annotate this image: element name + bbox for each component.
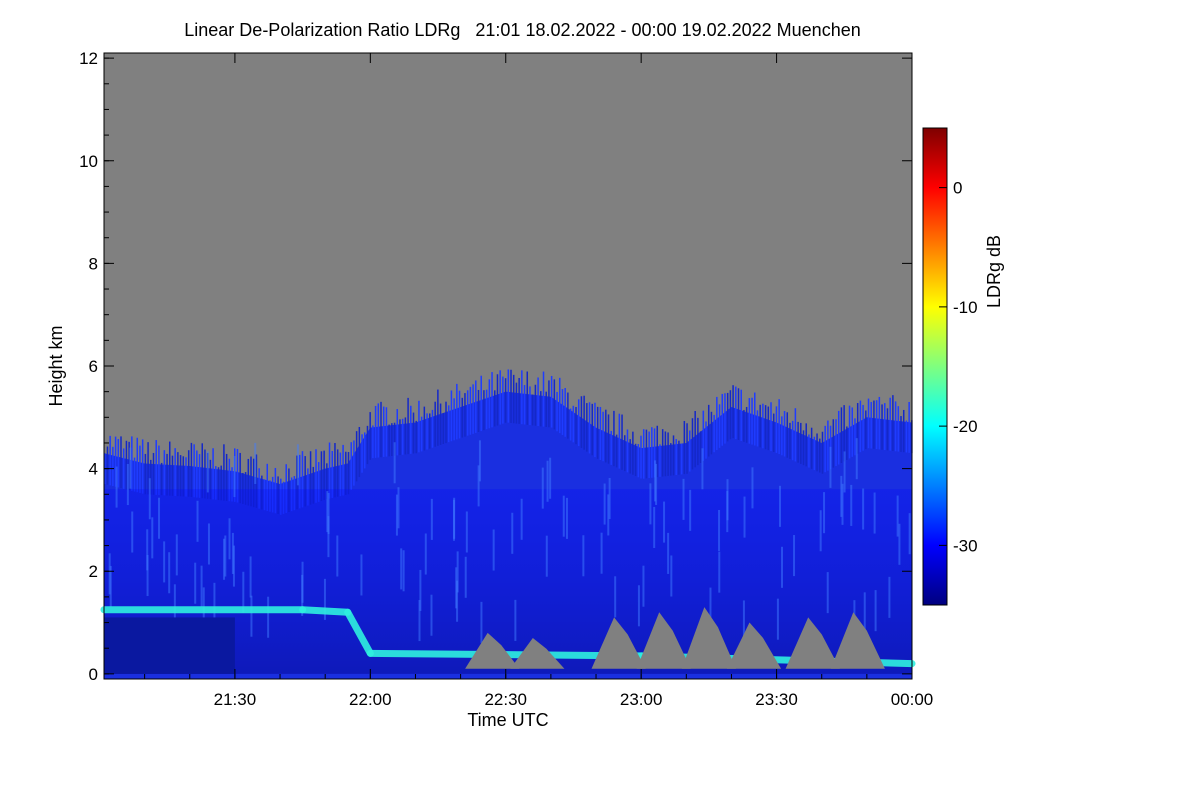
y-tick-label: 2 <box>89 562 98 581</box>
y-tick-label: 0 <box>89 665 98 684</box>
low-dark-layer <box>104 617 235 674</box>
no-signal-spike <box>465 632 520 669</box>
x-tick-label: 22:30 <box>484 690 527 709</box>
x-tick-label: 21:30 <box>214 690 257 709</box>
x-axis-title: Time UTC <box>467 710 548 730</box>
y-tick-label: 4 <box>89 460 98 479</box>
signal-shading <box>104 489 912 674</box>
colorbar-scale <box>922 127 948 606</box>
y-tick-label: 8 <box>89 254 98 273</box>
no-signal-spike <box>510 637 565 669</box>
x-tick-label: 00:00 <box>891 690 934 709</box>
colorbar-tick-label: 0 <box>953 179 962 198</box>
y-axis-title: Height km <box>46 325 66 406</box>
y-axis: 0 2 4 6 8 10 12 <box>79 49 912 684</box>
y-tick-label: 12 <box>79 49 98 68</box>
x-tick-label: 23:30 <box>755 690 798 709</box>
bright-band-segment <box>344 608 374 657</box>
x-axis: 21:30 22:00 22:30 23:00 23:30 00:00 <box>144 53 934 709</box>
no-signal-spike <box>726 622 782 669</box>
no-signal-spike <box>830 612 885 669</box>
chart-title: Linear De-Polarization Ratio LDRg 21:01 … <box>184 20 861 40</box>
bright-band-segment <box>299 606 352 616</box>
colorbar-title: LDRg dB <box>984 235 1004 308</box>
x-tick-label: 23:00 <box>620 690 663 709</box>
x-tick-label: 22:00 <box>349 690 392 709</box>
no-signal-spike <box>591 617 646 669</box>
colorbar-tick-label: -30 <box>953 536 978 555</box>
y-tick-label: 10 <box>79 152 98 171</box>
colorbar-tick-label: -20 <box>953 417 978 436</box>
plot-area <box>100 52 916 680</box>
no-signal-spike <box>681 607 736 669</box>
y-tick-label: 6 <box>89 357 98 376</box>
colorbar-tick-label: -10 <box>953 298 978 317</box>
colorbar: 0 -10 -20 -30 <box>922 127 978 606</box>
no-signal-spike <box>636 612 691 669</box>
no-signal-spike <box>785 617 840 669</box>
